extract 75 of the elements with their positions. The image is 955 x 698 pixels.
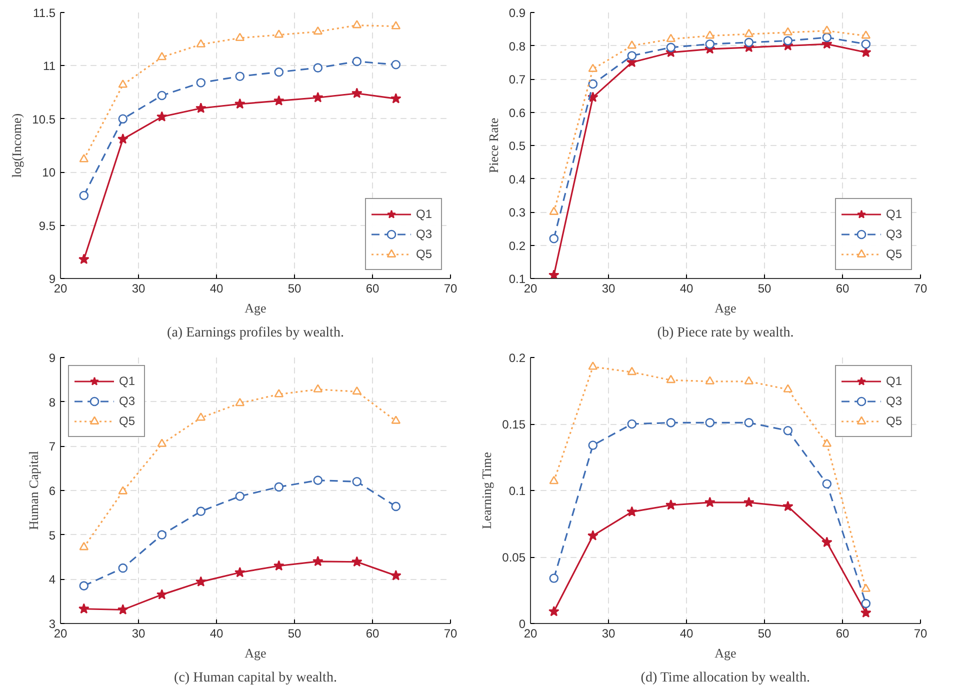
y-tick-label: 5: [48, 528, 56, 542]
x-tick-label: 30: [132, 282, 146, 296]
x-tick-label: 40: [210, 626, 224, 640]
legend-label: Q1: [886, 374, 904, 388]
x-tick-label: 50: [288, 282, 302, 296]
x-tick-label: 30: [602, 282, 616, 296]
x-tick-label: 50: [288, 626, 302, 640]
text: (d) Time allocation by wealth.: [640, 670, 810, 686]
x-axis-title: Age: [714, 300, 737, 316]
x-tick-label: 50: [758, 282, 772, 296]
y-tick-label: 0.3: [508, 206, 526, 220]
y-tick-label: 11.5: [33, 6, 56, 20]
x-tick-label: 60: [836, 626, 850, 640]
y-tick-label: 0.7: [508, 72, 526, 86]
x-tick-label: 70: [914, 282, 928, 296]
x-tick-label: 30: [132, 626, 146, 640]
x-axis-title: Age: [244, 300, 267, 316]
y-tick-label: 0.1: [508, 484, 526, 498]
y-tick-label: 11: [43, 59, 56, 74]
x-tick-label: 60: [836, 282, 850, 296]
x-tick-label: 20: [54, 626, 68, 640]
legend-label: Q1: [886, 207, 904, 221]
y-tick-label: 0: [518, 617, 526, 631]
x-tick-label: 20: [524, 282, 538, 296]
x-tick-label: 70: [444, 282, 458, 296]
y-tick-label: 0.15: [502, 418, 526, 432]
y-tick-label: 0.8: [508, 39, 526, 54]
y-axis-title: log(Income): [9, 113, 24, 178]
y-tick-label: 3: [48, 617, 56, 631]
y-tick-label: 10: [42, 166, 56, 180]
y-tick-label: 0.4: [508, 172, 526, 186]
y-tick-label: 9: [48, 272, 56, 286]
x-tick-label: 30: [602, 626, 616, 640]
x-tick-label: 60: [366, 626, 380, 640]
y-tick-label: 0.6: [508, 106, 526, 120]
y-tick-label: 10.5: [32, 112, 56, 126]
y-axis-title: Human Capital: [26, 450, 41, 530]
y-tick-label: 9.5: [38, 218, 56, 233]
legend-label: Q3: [416, 227, 434, 241]
x-tick-label: 40: [680, 282, 694, 296]
x-tick-label: 40: [680, 626, 694, 640]
y-tick-label: 4: [48, 572, 56, 587]
x-tick-label: 60: [366, 282, 380, 296]
legend-label: Q3: [119, 394, 136, 408]
y-tick-label: 0.05: [502, 550, 526, 564]
y-tick-label: 7: [48, 440, 56, 454]
y-tick-label: 0.1: [508, 272, 526, 286]
legend-label: Q3: [886, 394, 904, 408]
y-tick-label: 0.2: [508, 351, 526, 365]
legend-label: Q5: [416, 247, 434, 261]
y-tick-label: 0.9: [508, 6, 526, 20]
x-axis-title: Age: [244, 646, 267, 660]
text: (c) Human capital by wealth.: [174, 670, 337, 686]
y-axis-title: Piece Rate: [486, 118, 501, 174]
legend-label: Q3: [886, 227, 904, 241]
y-tick-label: 8: [48, 395, 56, 410]
y-tick-label: 9: [48, 351, 56, 365]
x-tick-label: 70: [914, 626, 928, 640]
legend-label: Q1: [416, 207, 434, 221]
x-tick-label: 70: [444, 626, 458, 640]
x-tick-label: 20: [54, 282, 68, 296]
x-tick-label: 40: [210, 282, 224, 296]
legend-label: Q5: [886, 414, 904, 428]
y-axis-title: Learning Time: [479, 452, 494, 530]
y-tick-label: 0.2: [508, 238, 526, 253]
text: (a) Earnings profiles by wealth.: [167, 326, 344, 340]
legend-label: Q5: [119, 414, 136, 428]
x-axis-title: Age: [714, 646, 737, 660]
x-tick-label: 50: [758, 626, 772, 640]
y-tick-label: 6: [48, 484, 56, 498]
text: (b) Piece rate by wealth.: [657, 326, 794, 340]
legend-label: Q1: [119, 374, 136, 388]
x-tick-label: 20: [524, 626, 538, 640]
y-tick-label: 0.5: [508, 139, 526, 153]
legend-label: Q5: [886, 247, 904, 261]
